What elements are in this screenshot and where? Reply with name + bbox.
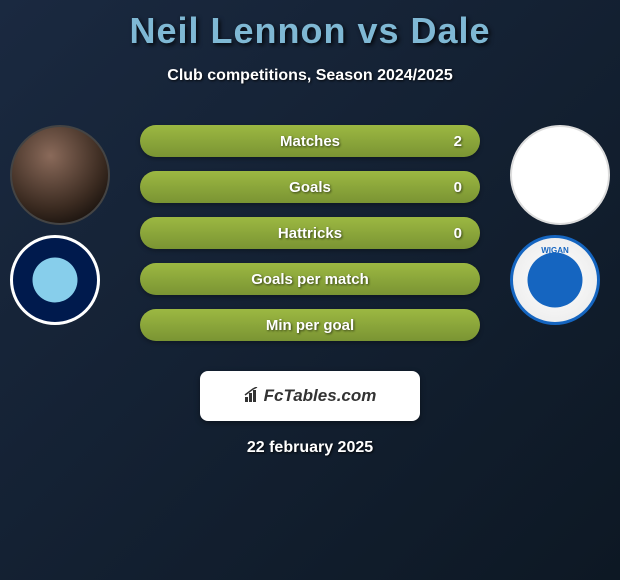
stats-container: Matches 2 Goals 0 Hattricks 0 Goals per … [140,125,480,341]
stat-label: Min per goal [266,317,354,334]
club-badge-left [10,235,100,325]
stat-label: Hattricks [278,225,342,242]
page-title: Neil Lennon vs Dale [0,0,620,52]
chart-icon [244,387,260,406]
stat-bar-goals: Goals 0 [140,171,480,203]
stat-label: Goals per match [251,271,369,288]
brand-text: FcTables.com [244,386,377,406]
left-player-column [10,125,110,335]
club-badge-right: WIGAN [510,235,600,325]
date-label: 22 february 2025 [0,439,620,457]
stat-bar-min-per-goal: Min per goal [140,309,480,341]
player-avatar-left [10,125,110,225]
stat-bar-hattricks: Hattricks 0 [140,217,480,249]
stat-label: Matches [280,133,340,150]
stat-bar-goals-per-match: Goals per match [140,263,480,295]
brand-box: FcTables.com [200,371,420,421]
stat-bar-matches: Matches 2 [140,125,480,157]
page-subtitle: Club competitions, Season 2024/2025 [0,67,620,85]
stat-label: Goals [289,179,331,196]
wigan-badge-text: WIGAN [513,246,597,255]
stat-value: 2 [454,133,462,150]
brand-name: FcTables.com [264,386,377,406]
right-player-column: WIGAN [510,125,610,335]
stat-value: 0 [454,179,462,196]
stat-value: 0 [454,225,462,242]
player-avatar-right [510,125,610,225]
